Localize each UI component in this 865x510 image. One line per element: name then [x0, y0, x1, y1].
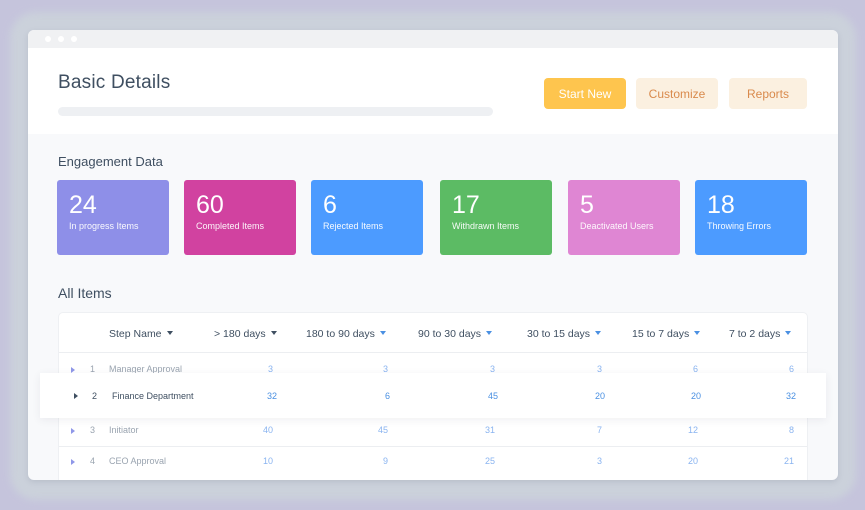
expand-arrow-icon[interactable] — [71, 428, 75, 434]
engagement-section-title: Engagement Data — [58, 154, 163, 169]
cell-value: 10 — [262, 456, 273, 466]
cell-value: 3 — [267, 364, 273, 374]
step-name: Finance Department — [112, 391, 194, 401]
stat-label: Throwing Errors — [707, 221, 772, 231]
all-items-section-title: All Items — [58, 285, 112, 301]
stat-label: Withdrawn Items — [452, 221, 520, 231]
column-label: 90 to 30 days — [418, 328, 482, 340]
app-window: Basic Details Start New Customize Report… — [28, 30, 838, 480]
window-control-dot[interactable] — [71, 36, 77, 42]
cell-value: 21 — [783, 456, 794, 466]
column-header-90-30[interactable]: 90 to 30 days — [418, 328, 493, 340]
cell-value: 6 — [384, 391, 390, 401]
column-label: Step Name — [109, 328, 162, 340]
table-row[interactable]: 4 CEO Approval 10 9 25 3 20 21 — [59, 447, 807, 478]
stat-label: Completed Items — [196, 221, 265, 231]
cell-value: 20 — [690, 391, 701, 401]
cell-value: 20 — [687, 456, 698, 466]
column-label: 180 to 90 days — [306, 328, 375, 340]
stat-label: Deactivated Users — [580, 221, 654, 231]
cell-value: 3 — [382, 364, 388, 374]
window-control-dot[interactable] — [45, 36, 51, 42]
column-header-step-name[interactable]: Step Name — [109, 328, 173, 340]
stat-value: 17 — [452, 191, 480, 219]
step-name: Manager Approval — [109, 364, 183, 374]
page-title: Basic Details — [58, 72, 171, 93]
column-header-7-2[interactable]: 7 to 2 days — [729, 328, 792, 340]
stat-card-deactivated[interactable]: 5 Deactivated Users — [568, 180, 680, 255]
sort-caret-icon — [166, 331, 173, 335]
sort-caret-icon — [270, 331, 277, 335]
row-number: 4 — [90, 456, 96, 466]
sort-caret-icon — [379, 331, 386, 335]
stat-card-errors[interactable]: 18 Throwing Errors — [695, 180, 807, 255]
start-new-button[interactable]: Start New — [544, 78, 626, 109]
cell-value: 6 — [788, 364, 794, 374]
expand-arrow-icon[interactable] — [74, 393, 78, 399]
expand-arrow-icon[interactable] — [71, 459, 75, 465]
customize-button[interactable]: Customize — [636, 78, 718, 109]
cell-value: 40 — [262, 425, 273, 435]
column-header-180-90[interactable]: 180 to 90 days — [306, 328, 386, 340]
row-number: 1 — [90, 364, 96, 374]
stat-value: 6 — [323, 191, 337, 219]
sort-caret-icon — [595, 331, 602, 335]
page-header: Basic Details Start New Customize Report… — [28, 48, 838, 134]
title-bar — [28, 30, 838, 48]
cell-value: 12 — [687, 425, 698, 435]
cell-value: 3 — [596, 456, 602, 466]
step-name: Initiator — [109, 425, 139, 435]
cell-value: 32 — [785, 391, 796, 401]
stat-value: 24 — [69, 191, 97, 219]
table-row[interactable]: 1 Manager Approval 3 3 3 3 6 6 — [59, 355, 807, 386]
sort-caret-icon — [486, 331, 493, 335]
step-name: CEO Approval — [109, 456, 167, 466]
column-header-15-7[interactable]: 15 to 7 days — [632, 328, 701, 340]
column-label: 7 to 2 days — [729, 328, 781, 340]
stat-value: 18 — [707, 191, 735, 219]
cell-value: 3 — [489, 364, 495, 374]
stat-value: 60 — [196, 191, 224, 219]
row-number: 3 — [90, 425, 96, 435]
column-header-180-plus[interactable]: > 180 days — [214, 328, 277, 340]
progress-placeholder-bar — [58, 107, 493, 116]
cell-value: 8 — [788, 425, 794, 435]
column-label: 15 to 7 days — [632, 328, 690, 340]
column-label: > 180 days — [214, 328, 266, 340]
column-header-30-15[interactable]: 30 to 15 days — [527, 328, 602, 340]
cell-value: 9 — [382, 456, 388, 466]
cell-value: 20 — [594, 391, 605, 401]
reports-button[interactable]: Reports — [729, 78, 807, 109]
column-label: 30 to 15 days — [527, 328, 591, 340]
cell-value: 7 — [596, 425, 602, 435]
expand-arrow-icon[interactable] — [71, 367, 75, 373]
cell-value: 25 — [484, 456, 495, 466]
cell-value: 45 — [487, 391, 498, 401]
sort-caret-icon — [785, 331, 792, 335]
cell-value: 6 — [692, 364, 698, 374]
stat-card-rejected[interactable]: 6 Rejected Items — [311, 180, 423, 255]
cell-value: 31 — [484, 425, 495, 435]
cell-value: 3 — [596, 364, 602, 374]
stat-value: 5 — [580, 191, 594, 219]
cell-value: 45 — [377, 425, 388, 435]
stat-label: In progress Items — [69, 221, 139, 231]
table-row-highlighted[interactable]: 2 Finance Department 32 6 45 20 20 32 — [40, 373, 826, 418]
cell-value: 32 — [266, 391, 277, 401]
table-row[interactable]: 3 Initiator 40 45 31 7 12 8 — [59, 416, 807, 447]
stat-label: Rejected Items — [323, 221, 384, 231]
row-number: 2 — [92, 391, 98, 401]
stat-card-completed[interactable]: 60 Completed Items — [184, 180, 296, 255]
table-header: Step Name > 180 days 180 to 90 days 90 t… — [59, 313, 807, 353]
stat-card-withdrawn[interactable]: 17 Withdrawn Items — [440, 180, 552, 255]
sort-caret-icon — [694, 331, 701, 335]
stat-card-in-progress[interactable]: 24 In progress Items — [57, 180, 169, 255]
window-control-dot[interactable] — [58, 36, 64, 42]
